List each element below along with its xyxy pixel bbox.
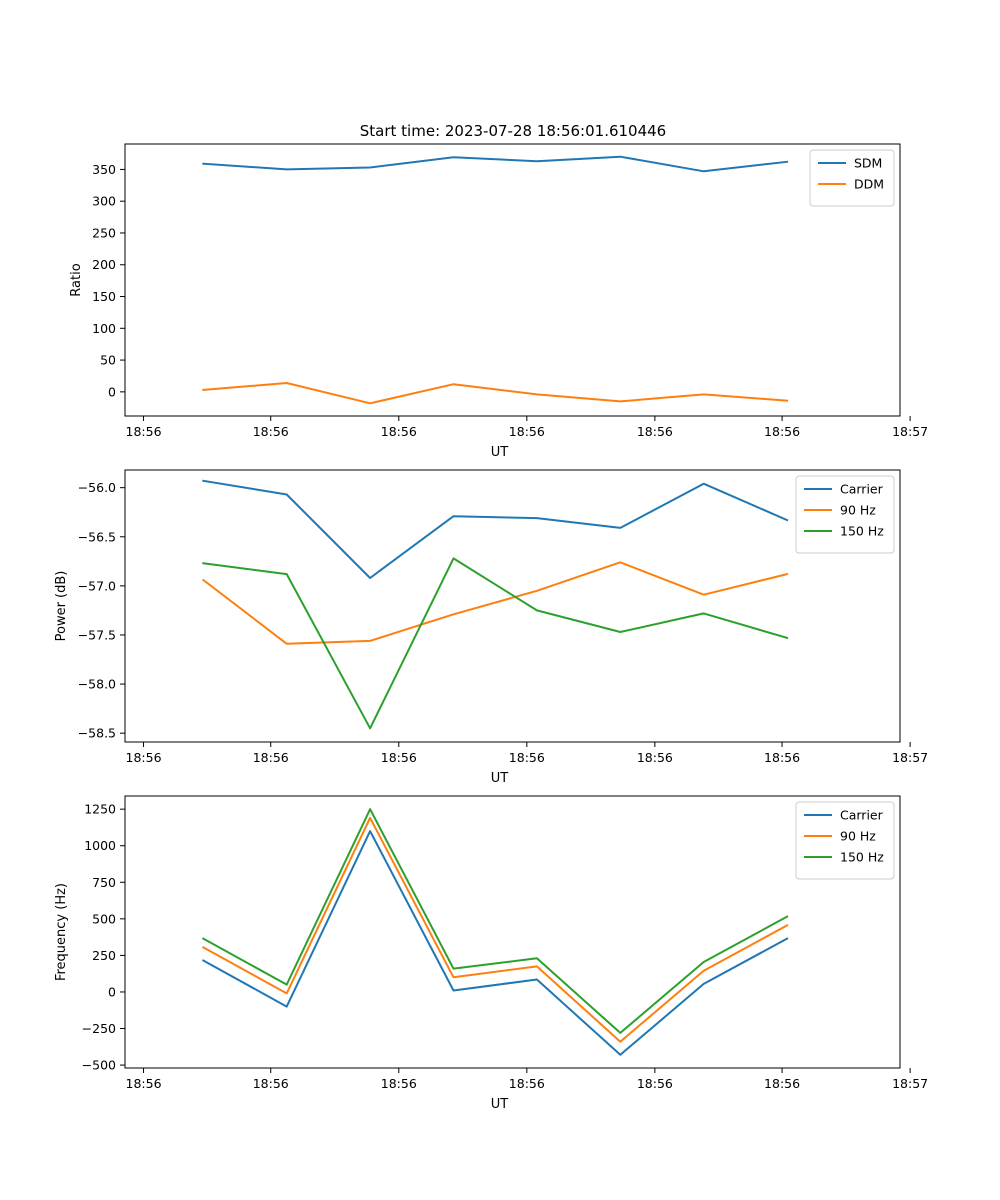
power-x-axis-label: UT (491, 771, 509, 786)
ratio-x-tick-label: 18:56 (764, 424, 800, 439)
power-y-tick-label: −58.0 (78, 677, 116, 692)
ratio-legend: SDM DDM (809, 149, 895, 207)
power-x-tick-label: 18:56 (381, 750, 417, 765)
power-x-tick-label: 18:56 (764, 750, 800, 765)
frequency-series-line-150-hz (201, 808, 789, 1034)
ratio-y-tick-label: 0 (108, 384, 116, 399)
frequency-y-axis-label: Frequency (Hz) (54, 883, 69, 981)
ratio-y-tick-label: 100 (92, 321, 116, 336)
frequency-y-tick-label: 1250 (84, 802, 116, 817)
power-legend-label-90-hz: 90 Hz (840, 503, 876, 518)
power-series-line-carrier (202, 479, 789, 579)
figure-title: Start time: 2023-07-28 18:56:01.610446 (360, 122, 666, 140)
ratio-x-tick-label: 18:56 (509, 424, 545, 439)
power-y-tick-label: −57.5 (78, 627, 116, 642)
frequency-y-tick-label: 250 (92, 948, 116, 963)
frequency-x-tick-label: 18:56 (253, 1076, 289, 1091)
power-x-tick-label: 18:57 (892, 750, 928, 765)
power-x-tick-label: 18:56 (509, 750, 545, 765)
ratio-legend-label-sdm: SDM (854, 156, 882, 171)
ratio-series-line-ddm (202, 382, 789, 405)
ratio-x-tick-label: 18:56 (381, 424, 417, 439)
ratio-axes-frame (124, 143, 901, 417)
power-legend: Carrier 90 Hz 150 Hz (795, 475, 895, 554)
power-legend-label-carrier: Carrier (840, 482, 884, 497)
frequency-x-axis-label: UT (491, 1097, 509, 1112)
ratio-x-tick-label: 18:56 (253, 424, 289, 439)
frequency-legend-box (795, 801, 895, 880)
ratio-y-tick-label: 300 (92, 194, 116, 209)
ratio-y-tick-label: 200 (92, 257, 116, 272)
frequency-x-tick-label: 18:56 (509, 1076, 545, 1091)
ratio-panel: 18:56 18:56 18:56 18:56 18:56 18:56 18:57 0 50 10… (69, 143, 928, 460)
power-panel: 18:56 18:56 18:56 18:56 18:56 18:56 18:57 −58.5… (54, 469, 928, 786)
power-legend-label-150-hz: 150 Hz (840, 524, 884, 539)
frequency-legend: Carrier 90 Hz 150 Hz (795, 801, 895, 880)
frequency-x-tick-label: 18:56 (126, 1076, 162, 1091)
ratio-x-tick-label: 18:57 (892, 424, 928, 439)
power-x-tick-label: 18:56 (637, 750, 673, 765)
ratio-y-tick-label: 50 (100, 353, 116, 368)
power-series-line-90-hz (201, 561, 789, 645)
frequency-series-line-90-hz (201, 816, 789, 1043)
frequency-series-line-carrier (201, 830, 789, 1056)
frequency-x-tick-label: 18:56 (637, 1076, 673, 1091)
ratio-x-tick-label: 18:56 (126, 424, 162, 439)
frequency-y-tick-label: 1000 (84, 838, 116, 853)
ratio-x-axis-label: UT (491, 445, 509, 460)
frequency-axes-frame (124, 795, 901, 1069)
power-y-tick-label: −56.0 (78, 480, 116, 495)
frequency-y-tick-label: −250 (82, 1021, 116, 1036)
power-x-tick-label: 18:56 (253, 750, 289, 765)
power-y-tick-label: −56.5 (78, 529, 116, 544)
frequency-legend-label-carrier: Carrier (840, 808, 884, 823)
frequency-y-tick-label: 750 (92, 875, 116, 890)
power-x-tick-label: 18:56 (126, 750, 162, 765)
ratio-x-tick-label: 18:56 (637, 424, 673, 439)
ratio-legend-label-ddm: DDM (854, 177, 884, 192)
power-legend-box (795, 475, 895, 554)
power-y-tick-label: −57.0 (78, 578, 116, 593)
frequency-y-tick-label: −500 (82, 1058, 116, 1073)
ratio-series-line-sdm (202, 155, 789, 173)
power-series-line-150-hz (202, 557, 789, 730)
frequency-x-tick-label: 18:56 (381, 1076, 417, 1091)
ratio-y-tick-label: 350 (92, 162, 116, 177)
power-y-tick-label: −58.5 (78, 726, 116, 741)
frequency-legend-label-90-hz: 90 Hz (840, 829, 876, 844)
power-y-axis-label: Power (dB) (54, 571, 69, 642)
frequency-panel: 18:56 18:56 18:56 18:56 18:56 18:56 18:57 −500 −… (54, 795, 928, 1112)
frequency-y-tick-label: 0 (108, 984, 116, 999)
ratio-y-tick-label: 250 (92, 225, 116, 240)
ratio-y-axis-label: Ratio (69, 263, 84, 296)
power-axes-frame (124, 469, 901, 743)
ratio-y-tick-label: 150 (92, 289, 116, 304)
frequency-x-tick-label: 18:57 (892, 1076, 928, 1091)
frequency-y-tick-label: 500 (92, 911, 116, 926)
frequency-x-tick-label: 18:56 (764, 1076, 800, 1091)
frequency-legend-label-150-hz: 150 Hz (840, 850, 884, 865)
